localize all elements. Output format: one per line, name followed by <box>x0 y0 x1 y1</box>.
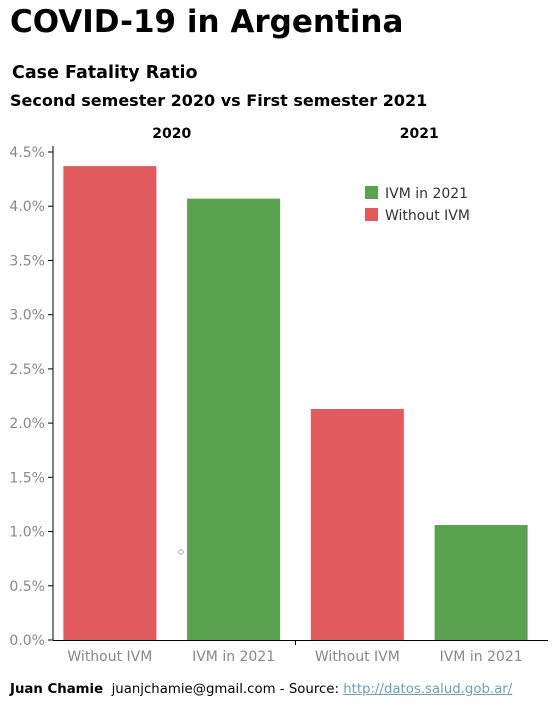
x-tick-label: Without IVM <box>67 649 152 665</box>
chart-subtitle-period: Second semester 2020 vs First semester 2… <box>10 91 428 110</box>
legend-label: Without IVM <box>385 208 470 224</box>
marker-circle <box>178 549 184 555</box>
legend-swatch <box>365 186 378 199</box>
footer: Juan Chamie juanjchamie@gmail.com - Sour… <box>10 680 512 700</box>
bar-1 <box>63 166 157 640</box>
x-tick-label: IVM in 2021 <box>440 649 523 665</box>
x-tick-label: IVM in 2021 <box>192 649 275 665</box>
chart-subtitle: Case Fatality Ratio <box>12 63 198 83</box>
y-tick-label: 1.0% <box>9 525 45 541</box>
y-tick-label: 1.5% <box>9 470 45 486</box>
bar-4 <box>434 525 528 640</box>
y-tick-label: 2.5% <box>9 362 45 378</box>
y-tick-label: 2.0% <box>9 416 45 432</box>
legend-label: IVM in 2021 <box>385 186 468 202</box>
bar-2 <box>187 198 281 640</box>
footer-source-link[interactable]: http://datos.salud.gob.ar/ <box>343 682 513 697</box>
panel-header-2020: 2020 <box>152 126 191 142</box>
y-tick-label: 3.0% <box>9 308 45 324</box>
legend-swatch <box>365 208 378 221</box>
y-tick-label: 4.0% <box>9 199 45 215</box>
y-tick-label: 4.5% <box>9 145 45 161</box>
y-tick-label: 3.5% <box>9 253 45 269</box>
y-tick-label: 0.0% <box>9 633 45 649</box>
page-title: COVID-19 in Argentina <box>10 4 404 40</box>
footer-author: Juan Chamie <box>10 682 104 697</box>
bar-3 <box>310 409 404 640</box>
panel-header-2021: 2021 <box>400 126 439 142</box>
y-tick-label: 0.5% <box>9 579 45 595</box>
footer-source-prefix: - Source: <box>279 682 339 697</box>
footer-email: juanjchamie@gmail.com <box>111 682 276 697</box>
x-tick-label: Without IVM <box>315 649 400 665</box>
